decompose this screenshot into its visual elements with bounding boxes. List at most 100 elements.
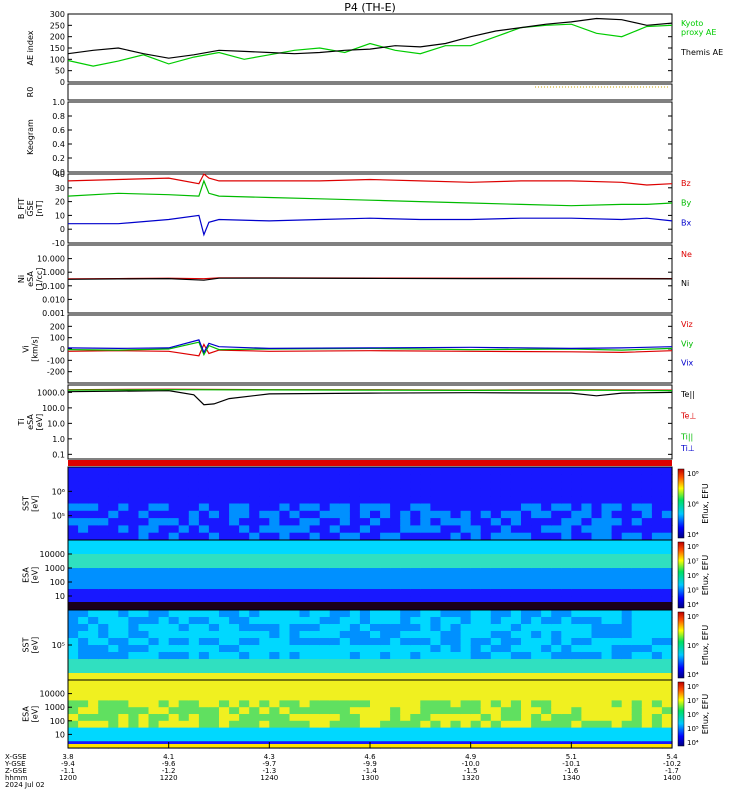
y-axis-label: R0	[26, 87, 35, 98]
heatmap-cell	[581, 547, 593, 555]
heatmap-cell	[370, 617, 381, 625]
heatmap-cell	[299, 589, 311, 597]
heatmap-cell	[380, 496, 391, 505]
heatmap-cell	[651, 496, 663, 505]
heatmap-cell	[641, 474, 653, 483]
heatmap-cell	[329, 693, 341, 701]
heatmap-cell	[329, 503, 341, 512]
heatmap-cell	[118, 596, 129, 604]
heatmap-cell	[329, 532, 341, 541]
heatmap-cell	[359, 510, 371, 519]
heatmap-cell	[309, 693, 321, 701]
heatmap-cell	[581, 659, 593, 667]
heatmap-cell	[531, 734, 542, 742]
heatmap-cell	[430, 686, 442, 695]
heatmap-cell	[480, 631, 492, 639]
heatmap-cell	[430, 714, 442, 722]
heatmap-cell	[138, 554, 150, 562]
heatmap-cell	[78, 673, 89, 681]
heatmap-cell	[279, 610, 291, 618]
heatmap-cell	[269, 631, 280, 639]
separator-bar	[68, 460, 672, 466]
heatmap-cell	[138, 575, 150, 583]
heatmap-cell	[551, 631, 562, 639]
heatmap-cell	[339, 680, 351, 688]
axis-row-value: 4.3	[264, 753, 275, 761]
heatmap-cell	[611, 638, 623, 646]
heatmap-cell	[450, 474, 462, 483]
heatmap-cell	[430, 596, 442, 604]
heatmap-cell	[460, 554, 472, 562]
heatmap-cell	[551, 547, 562, 555]
heatmap-cell	[339, 582, 351, 590]
heatmap-cell	[289, 631, 301, 639]
heatmap-cell	[470, 631, 482, 639]
heatmap-cell	[661, 561, 673, 569]
heatmap-cell	[118, 547, 129, 555]
y-axis-label: [eV]	[31, 637, 40, 654]
heatmap-cell	[138, 700, 150, 708]
y-tick-label: 10000	[40, 550, 65, 559]
heatmap-cell	[219, 720, 230, 729]
heatmap-cell	[229, 540, 240, 548]
heatmap-cell	[309, 734, 321, 742]
heatmap-cell	[98, 540, 109, 548]
heatmap-cell	[279, 666, 291, 674]
heatmap-cell	[611, 582, 623, 590]
heatmap-cell	[541, 727, 552, 735]
heatmap-cell	[289, 680, 301, 688]
heatmap-cell	[138, 652, 150, 660]
heatmap-cell	[359, 582, 371, 590]
heatmap-cell	[631, 714, 643, 722]
heatmap-cell	[410, 547, 421, 555]
heatmap-cell	[551, 582, 562, 590]
heatmap-cell	[521, 488, 532, 497]
heatmap-cell	[380, 720, 391, 729]
heatmap-cell	[98, 589, 109, 597]
heatmap-cell	[198, 540, 210, 548]
low-energy-band	[68, 602, 672, 610]
heatmap-cell	[178, 561, 190, 569]
heatmap-cell	[450, 503, 462, 512]
y-tick-label: 1000.0	[37, 388, 65, 397]
heatmap-cell	[299, 617, 311, 625]
heatmap-cell	[229, 532, 240, 541]
heatmap-cell	[239, 700, 250, 708]
heatmap-cell	[148, 525, 160, 534]
heatmap-cell	[68, 700, 79, 708]
heatmap-cell	[349, 700, 361, 708]
heatmap-cell	[621, 707, 633, 715]
heatmap-cell	[541, 568, 552, 576]
heatmap-cell	[339, 707, 351, 715]
heatmap-cell	[309, 582, 321, 590]
heatmap-cell	[420, 610, 431, 618]
heatmap-cell	[148, 680, 160, 688]
heatmap-cell	[128, 686, 140, 695]
heatmap-cell	[581, 652, 593, 660]
heatmap-cell	[521, 481, 532, 490]
heatmap-cell	[98, 720, 109, 729]
heatmap-cell	[289, 700, 301, 708]
heatmap-cell	[168, 561, 180, 569]
heatmap-cell	[168, 720, 180, 729]
heatmap-cell	[138, 645, 150, 653]
heatmap-cell	[198, 547, 210, 555]
heatmap-cell	[621, 666, 633, 674]
heatmap-cell	[490, 720, 502, 729]
heatmap-cell	[631, 638, 643, 646]
heatmap-cell	[390, 720, 401, 729]
heatmap-cell	[128, 659, 140, 667]
heatmap-cell	[359, 589, 371, 597]
heatmap-cell	[440, 617, 452, 625]
heatmap-cell	[208, 568, 220, 576]
heatmap-cell	[490, 596, 502, 604]
heatmap-cell	[400, 547, 411, 555]
heatmap-cell	[490, 488, 502, 497]
y-axis-label: [eV]	[35, 414, 44, 431]
heatmap-cell	[279, 720, 291, 729]
y-axis-label: eSA	[26, 271, 35, 287]
heatmap-cell	[561, 488, 572, 497]
y-axis-label: [km/s]	[31, 336, 40, 362]
heatmap-cell	[148, 561, 160, 569]
heatmap-cell	[168, 645, 180, 653]
